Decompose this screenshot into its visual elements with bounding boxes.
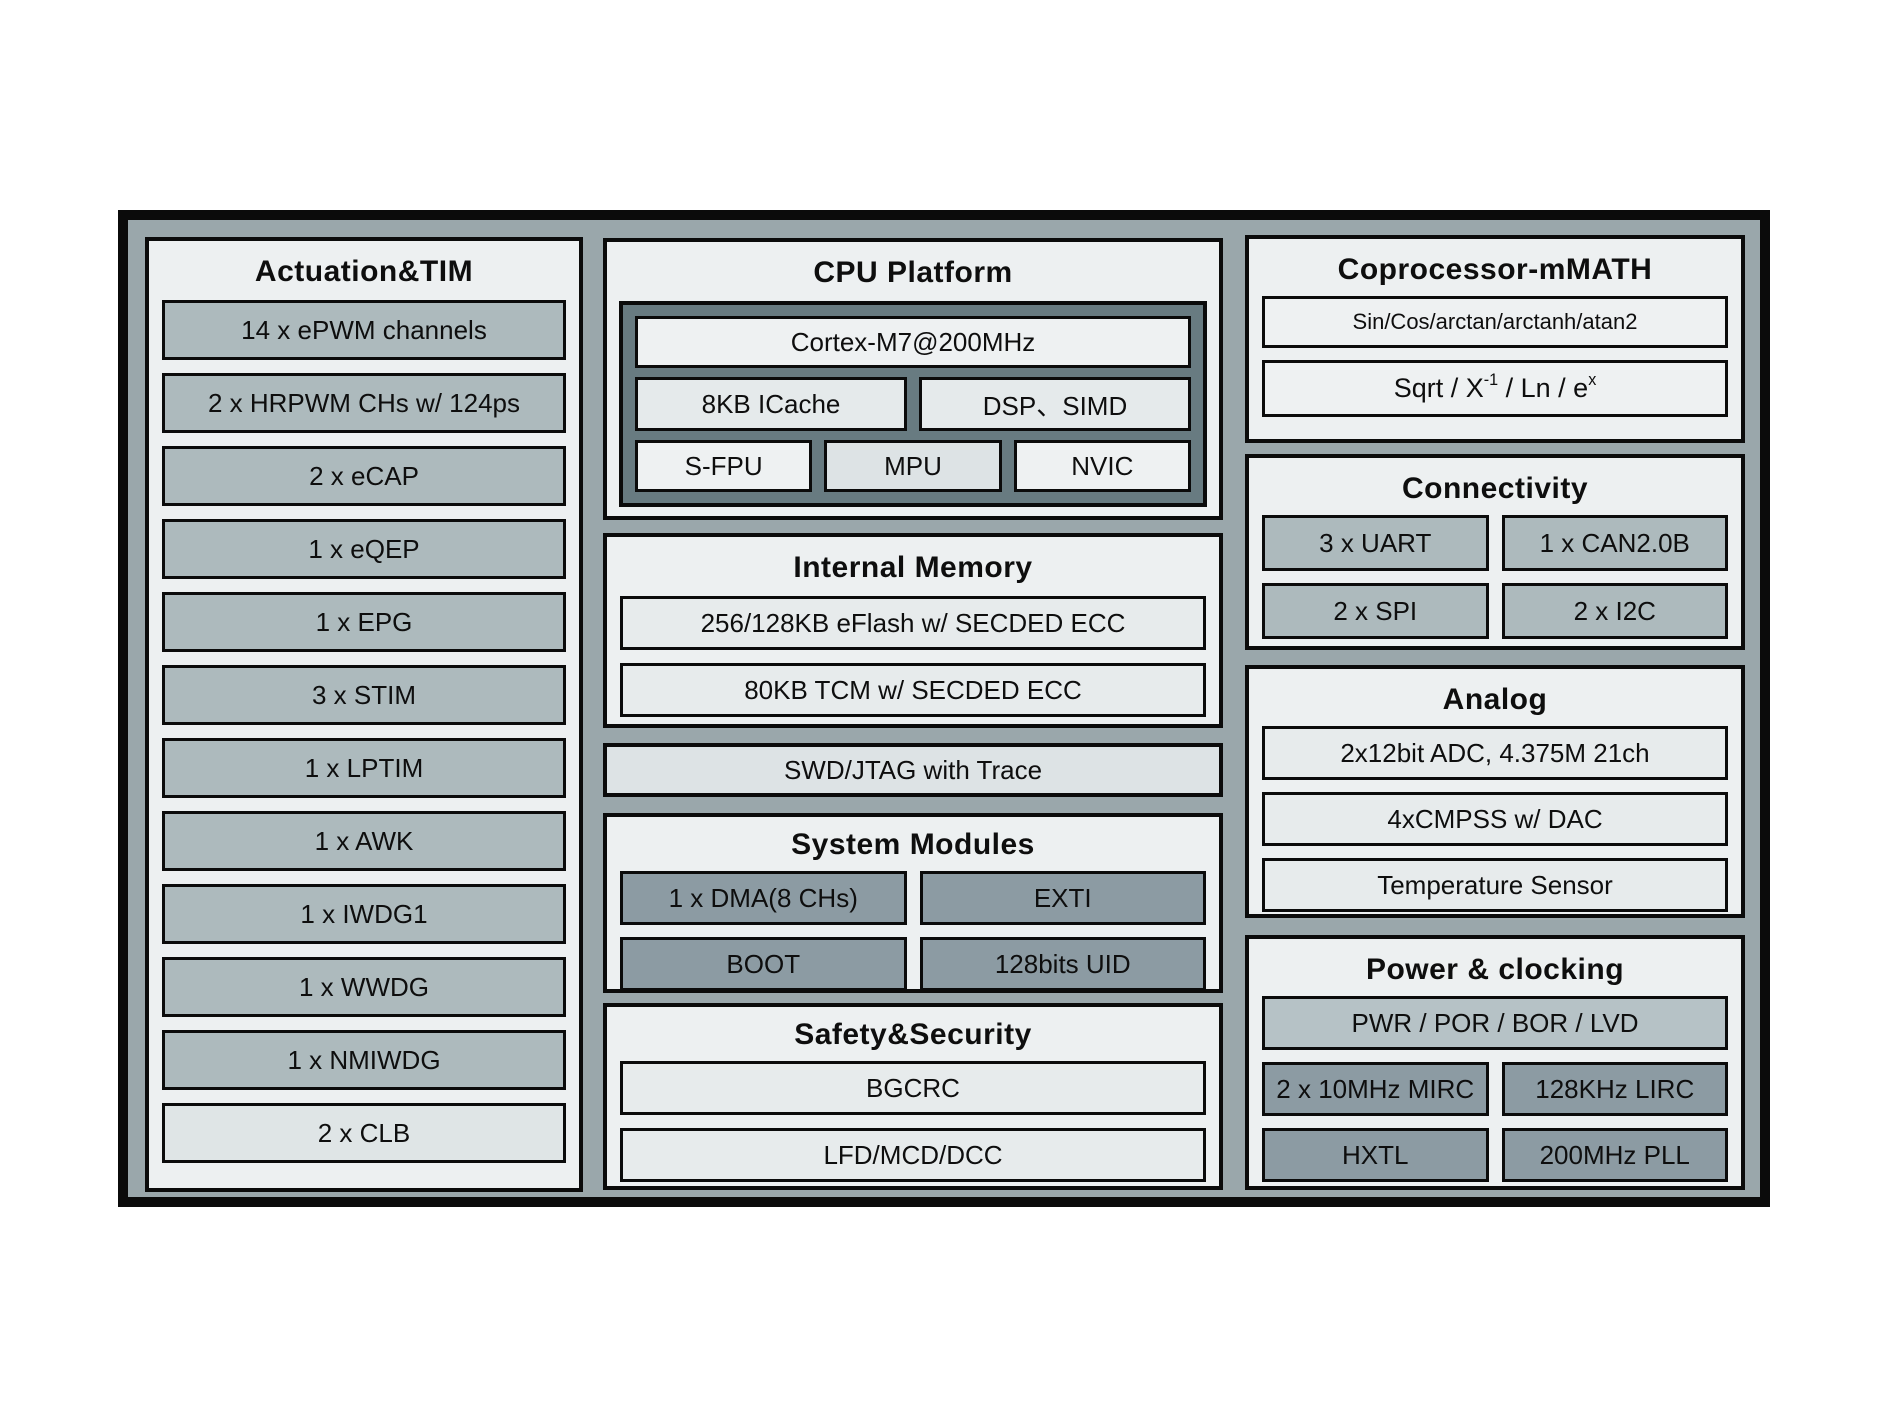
section-actuation-tim: Actuation&TIM 14 x ePWM channels 2 x HRP… bbox=[145, 237, 583, 1192]
block-hxtl: HXTL bbox=[1262, 1128, 1489, 1182]
section-internal-memory: Internal Memory 256/128KB eFlash w/ SECD… bbox=[603, 533, 1223, 728]
block-trig-functions: Sin/Cos/arctan/arctanh/atan2 bbox=[1262, 296, 1728, 348]
block-lirc: 128KHz LIRC bbox=[1501, 1062, 1728, 1116]
block-bgcrc: BGCRC bbox=[620, 1061, 1206, 1115]
section-analog: Analog 2x12bit ADC, 4.375M 21ch 4xCMPSS … bbox=[1245, 665, 1745, 918]
block-pwr-por-bor-lvd: PWR / POR / BOR / LVD bbox=[1262, 996, 1728, 1050]
memory-item-list: 256/128KB eFlash w/ SECDED ECC 80KB TCM … bbox=[607, 596, 1219, 717]
connectivity-grid: 3 x UART 1 x CAN2.0B 2 x SPI 2 x I2C bbox=[1249, 515, 1741, 639]
section-title: Power & clocking bbox=[1365, 953, 1625, 986]
block-hrpwm: 2 x HRPWM CHs w/ 124ps bbox=[162, 373, 566, 433]
block-pll: 200MHz PLL bbox=[1501, 1128, 1728, 1182]
block-mirc: 2 x 10MHz MIRC bbox=[1262, 1062, 1489, 1116]
block-awk: 1 x AWK bbox=[162, 811, 566, 871]
block-iwdg1: 1 x IWDG1 bbox=[162, 884, 566, 944]
block-eqep: 1 x eQEP bbox=[162, 519, 566, 579]
block-lptim: 1 x LPTIM bbox=[162, 738, 566, 798]
block-stim: 3 x STIM bbox=[162, 665, 566, 725]
block-adc: 2x12bit ADC, 4.375M 21ch bbox=[1262, 726, 1728, 780]
cpu-core-container: Cortex-M7@200MHz 8KB ICache DSP、SIMD S-F… bbox=[619, 301, 1207, 507]
block-epg: 1 x EPG bbox=[162, 592, 566, 652]
block-nmiwdg: 1 x NMIWDG bbox=[162, 1030, 566, 1090]
block-temp-sensor: Temperature Sensor bbox=[1262, 858, 1728, 912]
sqrt-exponent: -1 bbox=[1483, 370, 1499, 389]
block-sfpu: S-FPU bbox=[635, 440, 813, 492]
block-can: 1 x CAN2.0B bbox=[1501, 515, 1728, 571]
block-mpu: MPU bbox=[824, 440, 1002, 492]
section-title: Safety&Security bbox=[794, 1018, 1032, 1051]
section-connectivity: Connectivity 3 x UART 1 x CAN2.0B 2 x SP… bbox=[1245, 454, 1745, 650]
power-item-list: PWR / POR / BOR / LVD bbox=[1249, 996, 1741, 1050]
sqrt-label-part: / Ln / e bbox=[1498, 373, 1589, 403]
block-wwdg: 1 x WWDG bbox=[162, 957, 566, 1017]
section-title: Connectivity bbox=[1401, 472, 1589, 505]
section-title: Analog bbox=[1442, 683, 1548, 716]
system-modules-grid: 1 x DMA(8 CHs) EXTI BOOT 128bits UID bbox=[607, 871, 1219, 991]
section-power-clocking: Power & clocking PWR / POR / BOR / LVD 2… bbox=[1245, 935, 1745, 1190]
block-icache: 8KB ICache bbox=[635, 377, 907, 431]
block-uart: 3 x UART bbox=[1262, 515, 1489, 571]
section-safety-security: Safety&Security BGCRC LFD/MCD/DCC bbox=[603, 1003, 1223, 1190]
section-coprocessor-mmath: Coprocessor-mMATH Sin/Cos/arctan/arctanh… bbox=[1245, 235, 1745, 443]
sqrt-label-part: Sqrt / X bbox=[1393, 373, 1484, 403]
power-clock-grid: 2 x 10MHz MIRC 128KHz LIRC HXTL 200MHz P… bbox=[1249, 1062, 1741, 1182]
block-cortex-core: Cortex-M7@200MHz bbox=[635, 316, 1191, 368]
section-cpu-platform: CPU Platform Cortex-M7@200MHz 8KB ICache… bbox=[603, 238, 1223, 520]
block-swd-jtag: SWD/JTAG with Trace bbox=[603, 743, 1223, 797]
analog-item-list: 2x12bit ADC, 4.375M 21ch 4xCMPSS w/ DAC … bbox=[1249, 726, 1741, 912]
section-title: CPU Platform bbox=[813, 256, 1013, 289]
block-ecap: 2 x eCAP bbox=[162, 446, 566, 506]
block-exti: EXTI bbox=[919, 871, 1206, 925]
section-title: Coprocessor-mMATH bbox=[1337, 253, 1653, 286]
section-title: System Modules bbox=[791, 828, 1035, 861]
actuation-item-list: 14 x ePWM channels 2 x HRPWM CHs w/ 124p… bbox=[149, 300, 579, 1163]
block-eflash: 256/128KB eFlash w/ SECDED ECC bbox=[620, 596, 1206, 650]
safety-item-list: BGCRC LFD/MCD/DCC bbox=[607, 1061, 1219, 1182]
block-clb: 2 x CLB bbox=[162, 1103, 566, 1163]
chip-outline: Actuation&TIM 14 x ePWM channels 2 x HRP… bbox=[118, 210, 1770, 1207]
block-tcm: 80KB TCM w/ SECDED ECC bbox=[620, 663, 1206, 717]
block-dsp-simd: DSP、SIMD bbox=[919, 377, 1191, 431]
block-cmpss: 4xCMPSS w/ DAC bbox=[1262, 792, 1728, 846]
block-i2c: 2 x I2C bbox=[1501, 583, 1728, 639]
block-spi: 2 x SPI bbox=[1262, 583, 1489, 639]
exp-exponent: x bbox=[1588, 370, 1597, 389]
coprocessor-item-list: Sin/Cos/arctan/arctanh/atan2 Sqrt / X -1 … bbox=[1249, 296, 1741, 417]
block-lfd-mcd-dcc: LFD/MCD/DCC bbox=[620, 1128, 1206, 1182]
section-title: Internal Memory bbox=[793, 551, 1033, 584]
section-system-modules: System Modules 1 x DMA(8 CHs) EXTI BOOT … bbox=[603, 813, 1223, 993]
section-title: Actuation&TIM bbox=[254, 255, 474, 288]
block-boot: BOOT bbox=[620, 937, 907, 991]
block-uid: 128bits UID bbox=[919, 937, 1206, 991]
block-epwm: 14 x ePWM channels bbox=[162, 300, 566, 360]
block-dma: 1 x DMA(8 CHs) bbox=[620, 871, 907, 925]
block-nvic: NVIC bbox=[1013, 440, 1191, 492]
